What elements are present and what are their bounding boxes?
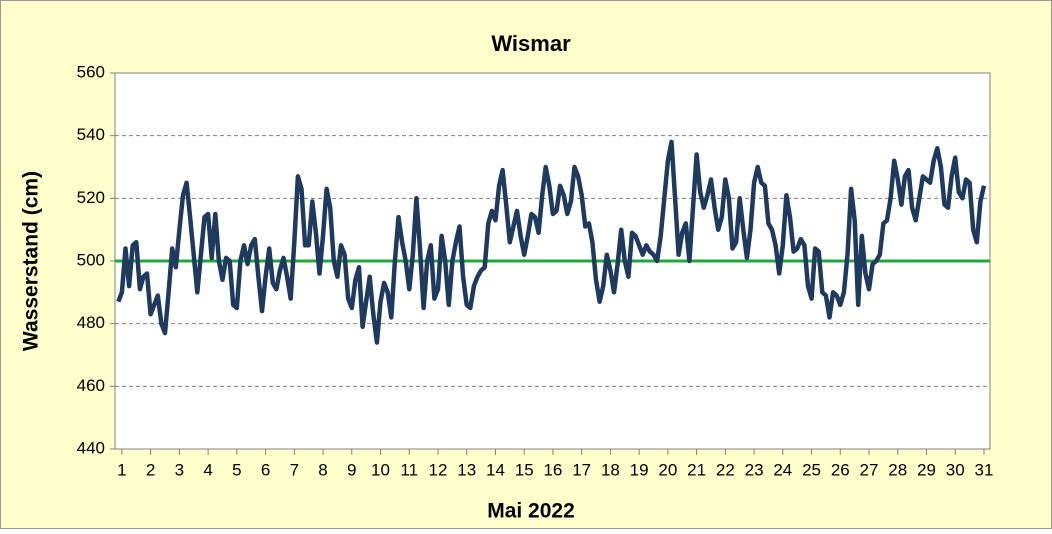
x-tick-label: 1 [117,460,126,479]
x-tick-label: 31 [975,460,994,479]
x-tick-label: 17 [572,460,591,479]
x-tick-label: 27 [860,460,879,479]
x-axis-label: Mai 2022 [487,500,575,523]
y-tick-label: 560 [77,62,105,81]
y-tick-label: 500 [77,250,105,269]
y-tick-label: 440 [77,438,105,457]
y-axis-label: Wasserstand (cm) [20,171,43,351]
y-tick-label: 540 [77,125,105,144]
x-tick-label: 15 [515,460,534,479]
x-tick-label: 8 [318,460,327,479]
x-tick-label: 6 [261,460,270,479]
y-tick-label: 460 [77,376,105,395]
x-tick-label: 10 [371,460,390,479]
x-tick-label: 26 [831,460,850,479]
x-tick-label: 7 [290,460,299,479]
x-tick-label: 19 [630,460,649,479]
x-tick-label: 28 [888,460,907,479]
x-tick-label: 3 [175,460,184,479]
x-tick-label: 29 [917,460,936,479]
x-tick-label: 21 [687,460,706,479]
x-tick-label: 25 [802,460,821,479]
x-tick-label: 22 [716,460,735,479]
x-tick-label: 5 [232,460,241,479]
x-tick-label: 12 [429,460,448,479]
x-tick-label: 11 [400,460,418,479]
x-tick-label: 23 [745,460,764,479]
y-tick-label: 480 [77,313,105,332]
x-tick-label: 2 [146,460,155,479]
x-tick-label: 14 [486,460,505,479]
x-tick-label: 9 [347,460,356,479]
x-tick-label: 16 [543,460,562,479]
x-tick-label: 18 [601,460,620,479]
x-tick-label: 13 [457,460,476,479]
x-tick-label: 4 [203,460,212,479]
x-tick-label: 20 [658,460,677,479]
y-tick-label: 520 [77,188,105,207]
x-tick-label: 24 [773,460,792,479]
chart-title: Wismar [491,31,571,56]
data-line [116,139,987,345]
x-tick-label: 30 [946,460,965,479]
